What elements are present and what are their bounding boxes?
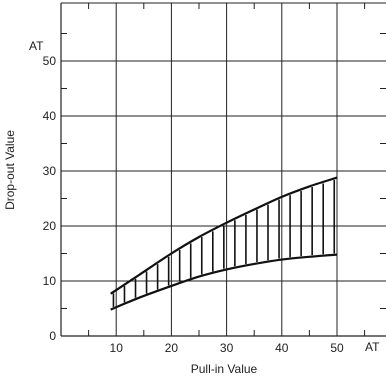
y-tick-label: 30: [43, 164, 57, 178]
x-tick-label: 20: [165, 341, 179, 355]
x-axis-unit: AT: [365, 340, 380, 354]
y-tick-label: 20: [43, 219, 57, 233]
x-tick-label: 30: [220, 341, 234, 355]
y-tick-label: 0: [49, 329, 56, 343]
y-axis-title: Drop-out Value: [3, 130, 17, 210]
y-tick-label: 10: [43, 274, 57, 288]
y-axis-unit: AT: [29, 39, 44, 53]
upper-limit-curve: [110, 176, 338, 295]
series-curves: [110, 176, 338, 311]
lower-limit-curve: [110, 253, 338, 311]
y-tick-label: 40: [43, 109, 57, 123]
x-tick-label: 40: [275, 341, 289, 355]
x-axis-title: Pull-in Value: [191, 362, 258, 376]
hatched-area: [112, 179, 336, 307]
x-tick-label: 10: [110, 341, 124, 355]
y-tick-label: 50: [43, 54, 57, 68]
tick-labels: 10 20 30 40 50 0 10 20 30 40 50: [43, 54, 344, 355]
x-tick-label: 50: [330, 341, 344, 355]
grid: [60, 2, 386, 337]
